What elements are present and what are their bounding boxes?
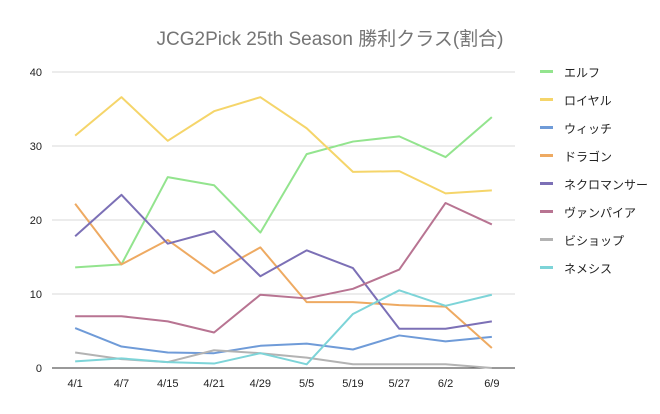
legend-item: ネメシス [540, 260, 648, 288]
series-line-4 [74, 193, 493, 330]
legend-label: ウィッチ [564, 122, 613, 136]
legend-label: ビショップ [564, 234, 625, 248]
chart-title: JCG2Pick 25th Season 勝利クラス(割合) [156, 29, 504, 50]
x-tick-label: 5/5 [299, 378, 314, 390]
series-line-3 [74, 203, 493, 349]
legend-item: エルフ [540, 64, 648, 92]
legend-swatch [540, 210, 553, 213]
x-tick-label: 4/7 [114, 378, 129, 390]
legend-swatch [540, 238, 553, 241]
y-tick-label: 30 [30, 141, 42, 153]
legend-label: ネクロマンサー [564, 178, 649, 192]
series-line-7 [75, 289, 493, 366]
y-tick-label: 20 [30, 215, 42, 227]
legend-item: ビショップ [540, 232, 648, 260]
legend-item: ウィッチ [540, 120, 648, 148]
x-tick-label: 5/27 [389, 378, 410, 390]
legend-label: ヴァンパイア [564, 206, 637, 220]
series-line-1 [74, 96, 492, 195]
y-tick-label: 40 [30, 67, 42, 79]
legend-swatch [540, 98, 553, 101]
y-tick-label: 10 [30, 289, 42, 301]
legend-swatch [540, 182, 553, 185]
legend-label: ドラゴン [564, 150, 613, 164]
x-tick-label: 6/2 [438, 378, 453, 390]
series-line-0 [75, 116, 493, 269]
x-tick-label: 5/19 [342, 378, 363, 390]
legend-label: ネメシス [564, 262, 613, 276]
legend-swatch [540, 70, 553, 73]
legend-label: ロイヤル [564, 94, 612, 108]
legend-swatch [540, 266, 553, 269]
legend-label: エルフ [564, 66, 601, 80]
x-tick-label: 6/9 [484, 378, 499, 390]
y-tick-label: 0 [36, 363, 42, 375]
x-tick-label: 4/15 [157, 378, 178, 390]
x-tick-label: 4/1 [68, 378, 83, 390]
legend-swatch [540, 126, 553, 129]
x-tick-label: 4/21 [203, 378, 224, 390]
legend: エルフロイヤルウィッチドラゴンネクロマンサー ヴァンパイア ビショップネメシス [540, 64, 648, 288]
legend-item: ロイヤル [540, 92, 648, 120]
series-line-2 [74, 327, 492, 355]
legend-swatch [540, 154, 553, 157]
legend-item: ヴァンパイア [540, 204, 648, 232]
x-tick-label: 4/29 [250, 378, 271, 390]
legend-item: ドラゴン [540, 148, 648, 176]
legend-item: ネクロマンサー [540, 176, 648, 204]
series-line-5 [75, 201, 493, 334]
